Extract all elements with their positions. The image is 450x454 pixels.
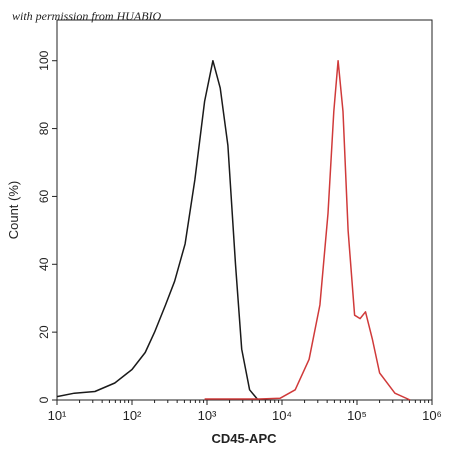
histogram-line bbox=[204, 59, 411, 401]
y-tick-label: 0 bbox=[37, 396, 51, 403]
plot-frame bbox=[56, 19, 433, 401]
y-tick-label: 60 bbox=[37, 189, 51, 203]
x-axis-label: CD45-APC bbox=[211, 431, 277, 446]
annotation: with permission from HUABIO bbox=[12, 9, 162, 23]
y-tick-label: 20 bbox=[37, 325, 51, 339]
x-tick-label: 10⁵ bbox=[347, 408, 367, 423]
x-tick-label: 10² bbox=[123, 408, 142, 423]
x-tick-label: 10⁴ bbox=[272, 408, 292, 423]
x-tick-label: 10⁶ bbox=[422, 408, 442, 423]
y-axis-label: Count (%) bbox=[6, 181, 21, 240]
y-tick-label: 80 bbox=[37, 122, 51, 136]
x-tick-label: 10³ bbox=[198, 408, 217, 423]
histogram-line bbox=[56, 59, 259, 401]
x-tick-label: 10¹ bbox=[48, 408, 67, 423]
y-tick-label: 100 bbox=[37, 50, 51, 70]
y-tick-label: 40 bbox=[37, 257, 51, 271]
